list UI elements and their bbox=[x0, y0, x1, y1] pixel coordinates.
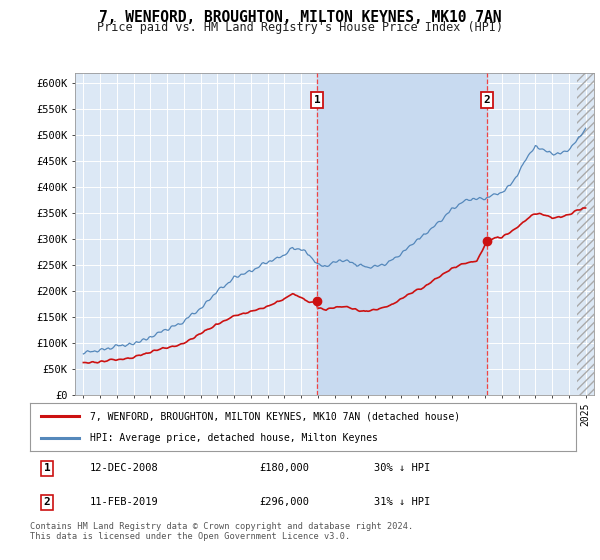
Text: 31% ↓ HPI: 31% ↓ HPI bbox=[374, 497, 430, 507]
Text: Price paid vs. HM Land Registry's House Price Index (HPI): Price paid vs. HM Land Registry's House … bbox=[97, 21, 503, 34]
Text: 7, WENFORD, BROUGHTON, MILTON KEYNES, MK10 7AN (detached house): 7, WENFORD, BROUGHTON, MILTON KEYNES, MK… bbox=[90, 411, 460, 421]
Text: 2: 2 bbox=[484, 95, 491, 105]
Text: £296,000: £296,000 bbox=[259, 497, 310, 507]
Text: Contains HM Land Registry data © Crown copyright and database right 2024.
This d: Contains HM Land Registry data © Crown c… bbox=[30, 522, 413, 542]
Text: 11-FEB-2019: 11-FEB-2019 bbox=[90, 497, 159, 507]
Text: 30% ↓ HPI: 30% ↓ HPI bbox=[374, 464, 430, 473]
Text: HPI: Average price, detached house, Milton Keynes: HPI: Average price, detached house, Milt… bbox=[90, 433, 378, 443]
Text: 2: 2 bbox=[44, 497, 50, 507]
Text: 7, WENFORD, BROUGHTON, MILTON KEYNES, MK10 7AN: 7, WENFORD, BROUGHTON, MILTON KEYNES, MK… bbox=[99, 10, 501, 25]
Bar bbox=[317, 73, 487, 395]
Text: £180,000: £180,000 bbox=[259, 464, 310, 473]
Bar bbox=[577, 73, 594, 395]
Text: 1: 1 bbox=[314, 95, 320, 105]
Text: 1: 1 bbox=[44, 464, 50, 473]
Text: 12-DEC-2008: 12-DEC-2008 bbox=[90, 464, 159, 473]
